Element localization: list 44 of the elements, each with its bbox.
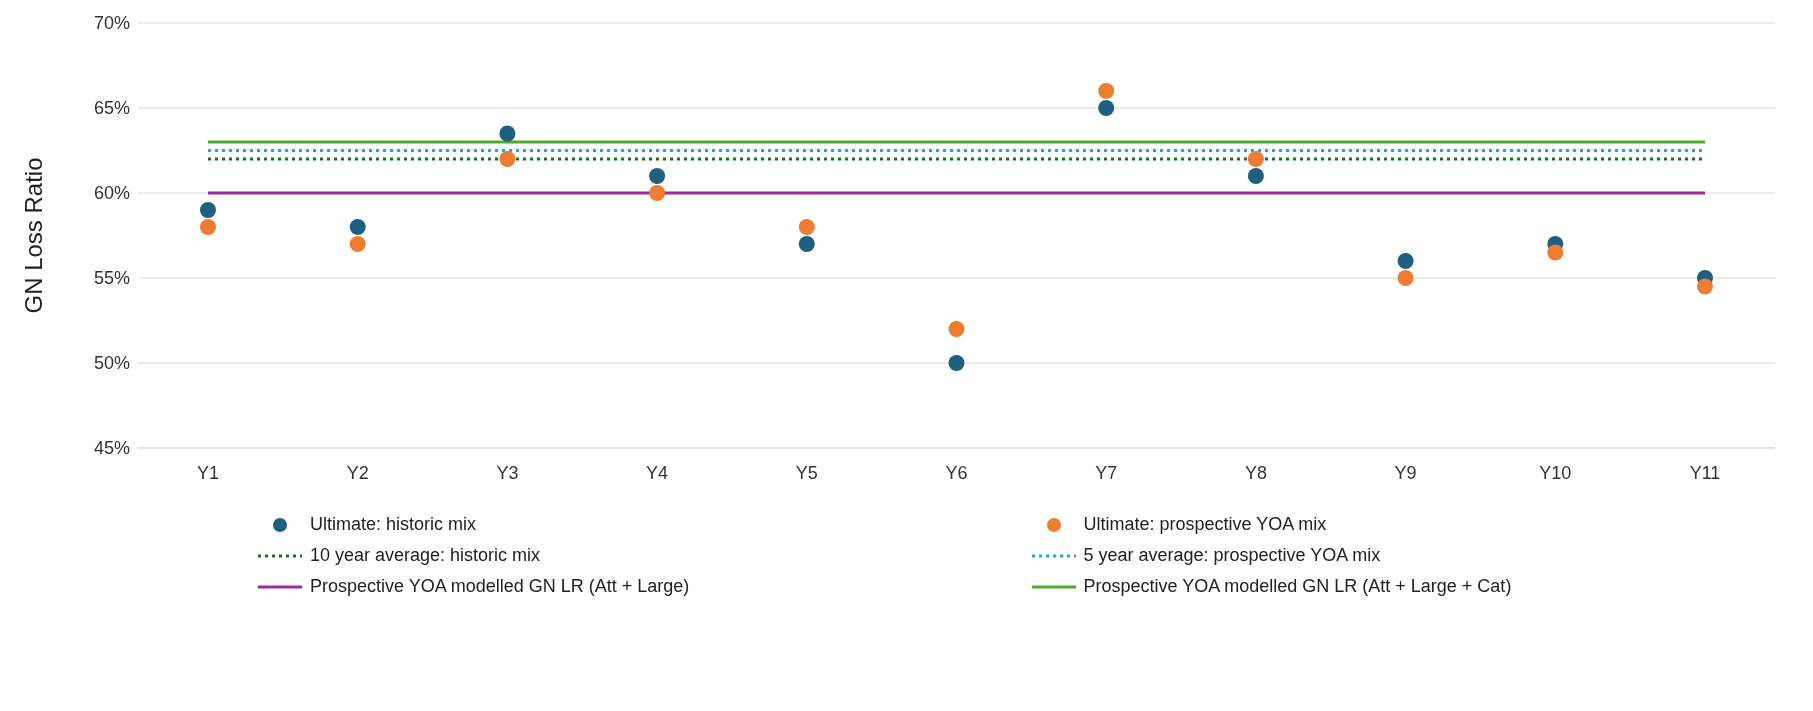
point [1697, 278, 1713, 295]
point [1397, 253, 1414, 269]
y-tick-label: 70% [93, 13, 130, 34]
point [499, 125, 516, 142]
x-tick-label: Y9 [1394, 462, 1417, 483]
point [200, 219, 216, 235]
y-tick-label: 60% [93, 183, 130, 204]
y-tick-label: 45% [93, 438, 130, 459]
legend-label: Prospective YOA modelled GN LR (Att + Large + Cat) [1083, 576, 1512, 597]
legend-label: Prospective YOA modelled GN LR (Att + Large) [310, 576, 690, 597]
x-tick-label: Y3 [496, 462, 519, 483]
x-tick-label: Y6 [945, 462, 968, 483]
point [349, 236, 366, 252]
y-tick-label: 65% [93, 98, 130, 119]
x-tick-label: Y5 [795, 462, 818, 483]
y-tick-label: 55% [93, 268, 130, 289]
point [1397, 270, 1414, 286]
point [1547, 244, 1564, 261]
legend-label: Ultimate: historic mix [310, 514, 477, 535]
point [649, 185, 666, 201]
legend-label: 5 year average: prospective YOA mix [1083, 545, 1381, 566]
point [798, 236, 815, 252]
point [1098, 83, 1115, 99]
legend-label: 10 year average: historic mix [310, 545, 541, 566]
point [499, 151, 516, 167]
y-tick-label: 50% [93, 353, 130, 374]
point [1098, 100, 1115, 116]
x-tick-label: Y8 [1244, 462, 1267, 483]
x-tick-label: Y11 [1689, 462, 1721, 483]
point [1247, 151, 1264, 167]
y-axis-title: GN Loss Ratio [19, 157, 47, 314]
point [649, 168, 666, 184]
x-tick-label: Y7 [1095, 462, 1118, 483]
x-tick-label: Y10 [1539, 462, 1572, 483]
legend-label: Ultimate: prospective YOA mix [1083, 514, 1327, 535]
point [948, 321, 965, 337]
point [1247, 168, 1264, 184]
point [798, 219, 815, 235]
point [948, 355, 965, 371]
point [349, 219, 366, 235]
x-tick-label: Y2 [346, 462, 369, 483]
point [200, 202, 216, 218]
x-tick-label: Y4 [646, 462, 669, 483]
x-tick-label: Y1 [196, 462, 220, 483]
